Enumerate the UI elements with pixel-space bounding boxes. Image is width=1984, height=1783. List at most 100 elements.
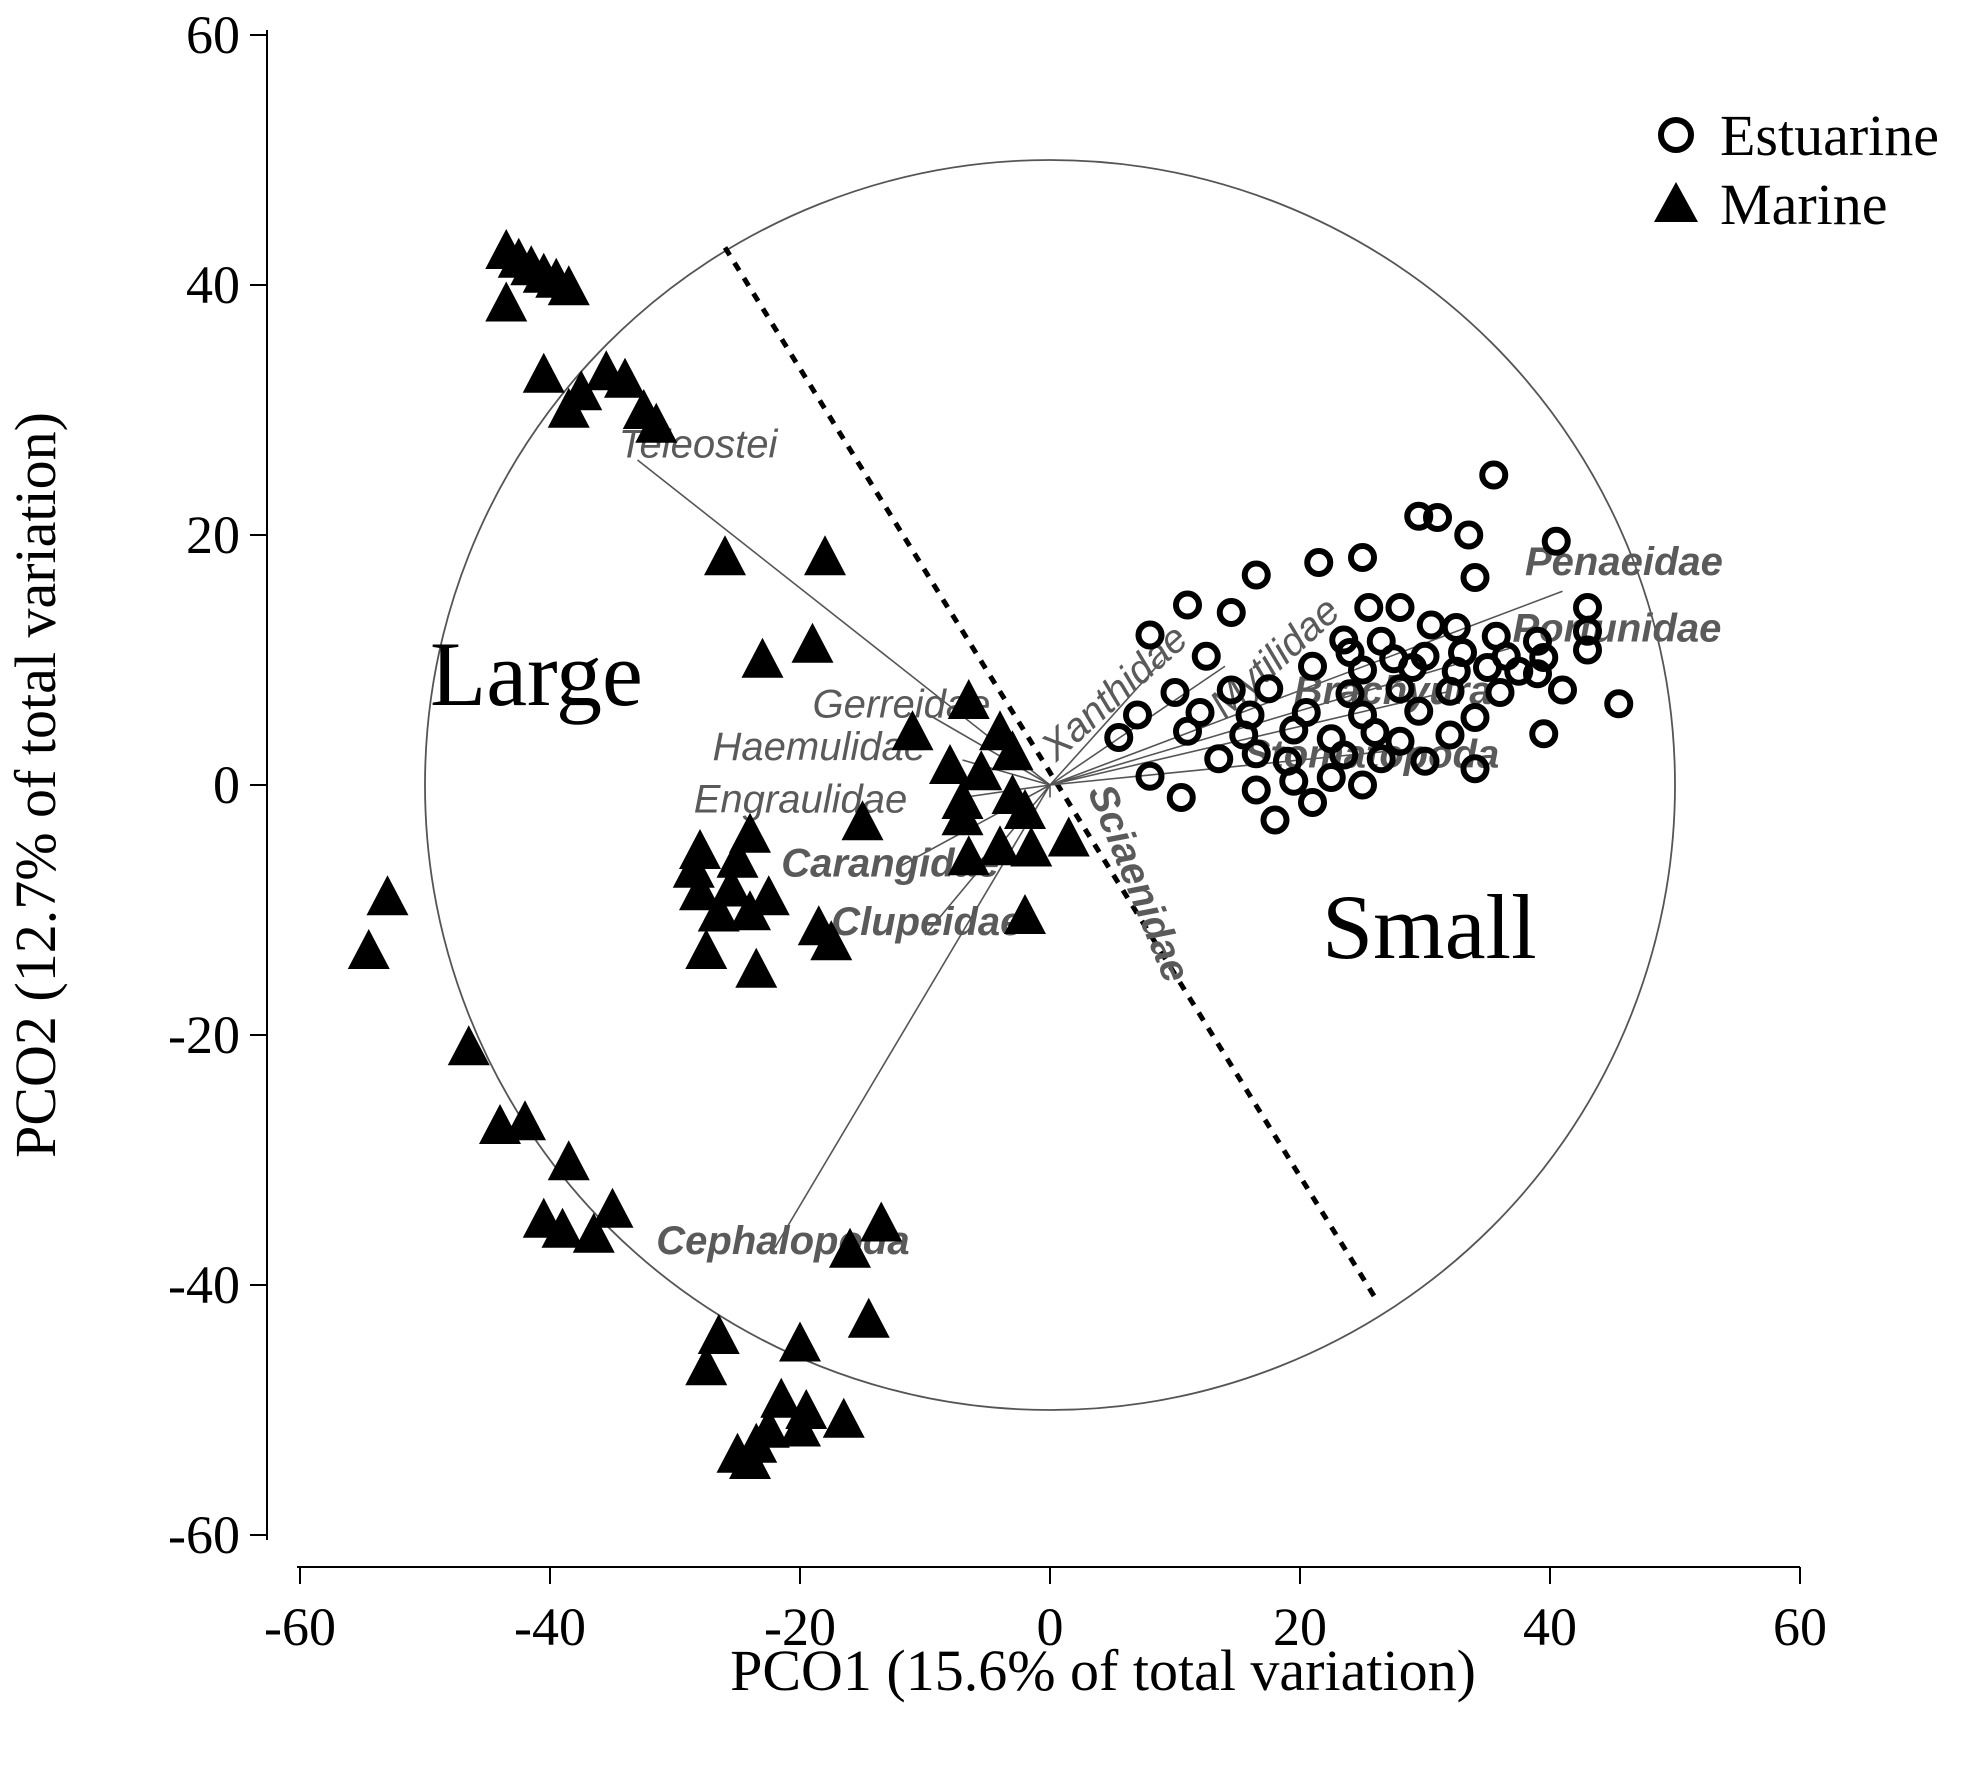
estuarine-point [1329, 740, 1359, 770]
marine-point [747, 875, 790, 916]
marine-point [685, 928, 728, 969]
estuarine-point [1279, 715, 1309, 745]
marine-point [822, 1397, 865, 1438]
marine-point [635, 402, 678, 443]
marine-point [547, 1140, 590, 1181]
estuarine-point [1366, 744, 1396, 774]
vector-line [930, 715, 1051, 786]
estuarine-point [1216, 598, 1246, 627]
axes: -60 -40 -20 0 20 40 60 -60 -40 -20 0 20 40 60 PCO1 (… [3, 5, 1827, 1703]
estuarine-point [1260, 805, 1290, 835]
marine-point [729, 890, 771, 931]
marine-point [947, 678, 990, 719]
estuarine-point [1298, 788, 1327, 817]
x-tick-label: 20 [1273, 1597, 1327, 1657]
estuarine-point [1398, 653, 1427, 682]
marine-point [791, 622, 834, 663]
marine-point [447, 1025, 490, 1066]
estuarine-point [1548, 675, 1577, 705]
marine-point [485, 281, 528, 322]
y-tick-label: 20 [186, 505, 240, 565]
estuarine-point [1529, 643, 1559, 672]
estuarine-point [1416, 610, 1446, 640]
estuarine-point [1104, 723, 1134, 752]
estuarine-point [1541, 526, 1571, 556]
estuarine-point [1135, 761, 1165, 791]
estuarine-point [1279, 766, 1309, 796]
estuarine-point [1335, 679, 1365, 709]
estuarine-point [1216, 675, 1246, 705]
estuarine-point [1360, 718, 1390, 747]
estuarine-point [1460, 754, 1490, 784]
vector-label: Haemulidae [713, 725, 926, 769]
estuarine-point [1385, 726, 1415, 756]
marine-point [1047, 816, 1090, 857]
legend-label-estuarine: Estuarine [1720, 103, 1939, 168]
correlation-circle [424, 159, 1676, 1411]
estuarine-point [1404, 696, 1434, 726]
estuarine-point [1435, 676, 1465, 706]
estuarine-point [1410, 746, 1440, 776]
vector-label: Clupeidae [831, 900, 1022, 944]
estuarine-point [1160, 678, 1190, 707]
estuarine-point [1191, 641, 1221, 671]
estuarine-point [1454, 520, 1484, 550]
marine-point [760, 1377, 803, 1418]
estuarine-point [1241, 775, 1271, 805]
marine-point [547, 265, 590, 306]
marine-point [685, 1345, 728, 1386]
marine-point [779, 1406, 821, 1447]
estuarine-point [1529, 719, 1559, 749]
marine-point [591, 1187, 634, 1228]
x-tick-label: -20 [764, 1597, 836, 1657]
estuarine-point [1473, 653, 1502, 682]
marine-point [1004, 788, 1046, 829]
marine-point [729, 1438, 771, 1479]
estuarine-point [1348, 770, 1377, 800]
estuarine-point [1173, 716, 1202, 746]
marine-point [504, 1100, 546, 1141]
taxa-vectors: TeleosteiGerreidaeHaemulidaeEngraulidaeC… [619, 423, 1723, 1263]
marine-point [891, 710, 934, 751]
marine-point [804, 535, 846, 576]
y-tick-label: 40 [186, 255, 240, 315]
legend-marker-estuarine [1658, 117, 1694, 153]
estuarine-point [1573, 635, 1602, 665]
vector-line [1049, 690, 1451, 786]
vector-line [1049, 746, 1426, 786]
y-tick-label: 0 [213, 755, 240, 815]
marine-point [347, 928, 390, 969]
estuarine-point [1485, 678, 1515, 707]
estuarine-point [1316, 763, 1346, 792]
size-divider-line [722, 246, 1378, 1299]
marine-point [841, 800, 884, 841]
marine-point [541, 1207, 584, 1248]
vector-line [1049, 659, 1164, 786]
marine-point [604, 357, 646, 398]
estuarine-point [1304, 548, 1334, 577]
estuarine-point [1123, 700, 1152, 730]
marine-point [779, 1321, 821, 1362]
estuarine-point [1348, 655, 1377, 685]
x-tick-group: -60 -40 -20 0 20 40 60 [264, 1567, 1827, 1657]
marine-point [679, 870, 721, 911]
x-tick-label: -40 [514, 1597, 586, 1657]
vector-line [1049, 646, 1513, 786]
y-tick-label: -40 [168, 1255, 240, 1315]
marine-point [522, 352, 565, 393]
marine-point [547, 387, 590, 428]
estuarine-point [1460, 563, 1490, 592]
data-points [347, 228, 1634, 1479]
estuarine-point [1441, 613, 1471, 642]
y-tick-label: 60 [186, 5, 240, 65]
vector-line [637, 459, 1051, 786]
marine-point [697, 1313, 740, 1354]
marine-point [366, 875, 409, 916]
estuarine-point [1404, 501, 1434, 531]
estuarine-point [1460, 703, 1490, 732]
marine-point [672, 847, 715, 888]
estuarine-point [1479, 460, 1509, 490]
y-tick-group: -60 -40 -20 0 20 40 60 [168, 5, 267, 1565]
estuarine-point [1573, 616, 1602, 646]
